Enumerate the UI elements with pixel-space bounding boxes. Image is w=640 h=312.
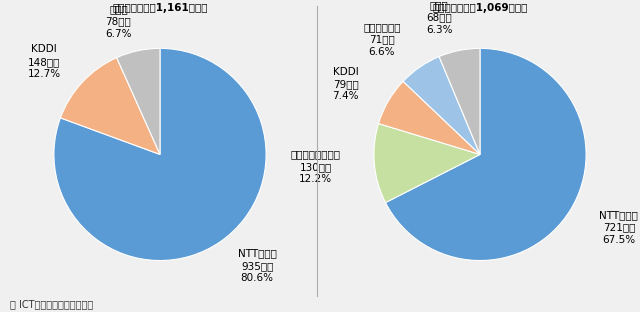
Wedge shape	[378, 81, 480, 154]
Text: KDDI
79万件
7.4%: KDDI 79万件 7.4%	[333, 66, 359, 101]
Text: 電力系事業者
71万件
6.6%: 電力系事業者 71万件 6.6%	[363, 22, 401, 56]
Text: KDDI
148万件
12.7%: KDDI 148万件 12.7%	[28, 44, 61, 79]
Text: ケイオプティコム
130万件
12.2%: ケイオプティコム 130万件 12.2%	[291, 149, 340, 184]
Wedge shape	[439, 48, 480, 154]
Text: NTT西日本
721万件
67.5%: NTT西日本 721万件 67.5%	[600, 210, 638, 245]
Text: NTT東日本
935万件
80.6%: NTT東日本 935万件 80.6%	[237, 248, 276, 283]
Wedge shape	[374, 124, 480, 202]
Wedge shape	[54, 48, 266, 261]
Text: その他
78万件
6.7%: その他 78万件 6.7%	[105, 4, 132, 39]
Wedge shape	[116, 48, 160, 154]
Wedge shape	[403, 56, 480, 154]
Wedge shape	[60, 58, 160, 154]
Title: 西日本エリア（1,069万件）: 西日本エリア（1,069万件）	[432, 3, 528, 13]
Wedge shape	[385, 48, 586, 261]
Text: ＊ ICT総研調査による推定値: ＊ ICT総研調査による推定値	[10, 299, 93, 309]
Title: 東日本エリア（1,161万件）: 東日本エリア（1,161万件）	[112, 3, 208, 13]
Text: その他
68万件
6.3%: その他 68万件 6.3%	[426, 0, 452, 35]
